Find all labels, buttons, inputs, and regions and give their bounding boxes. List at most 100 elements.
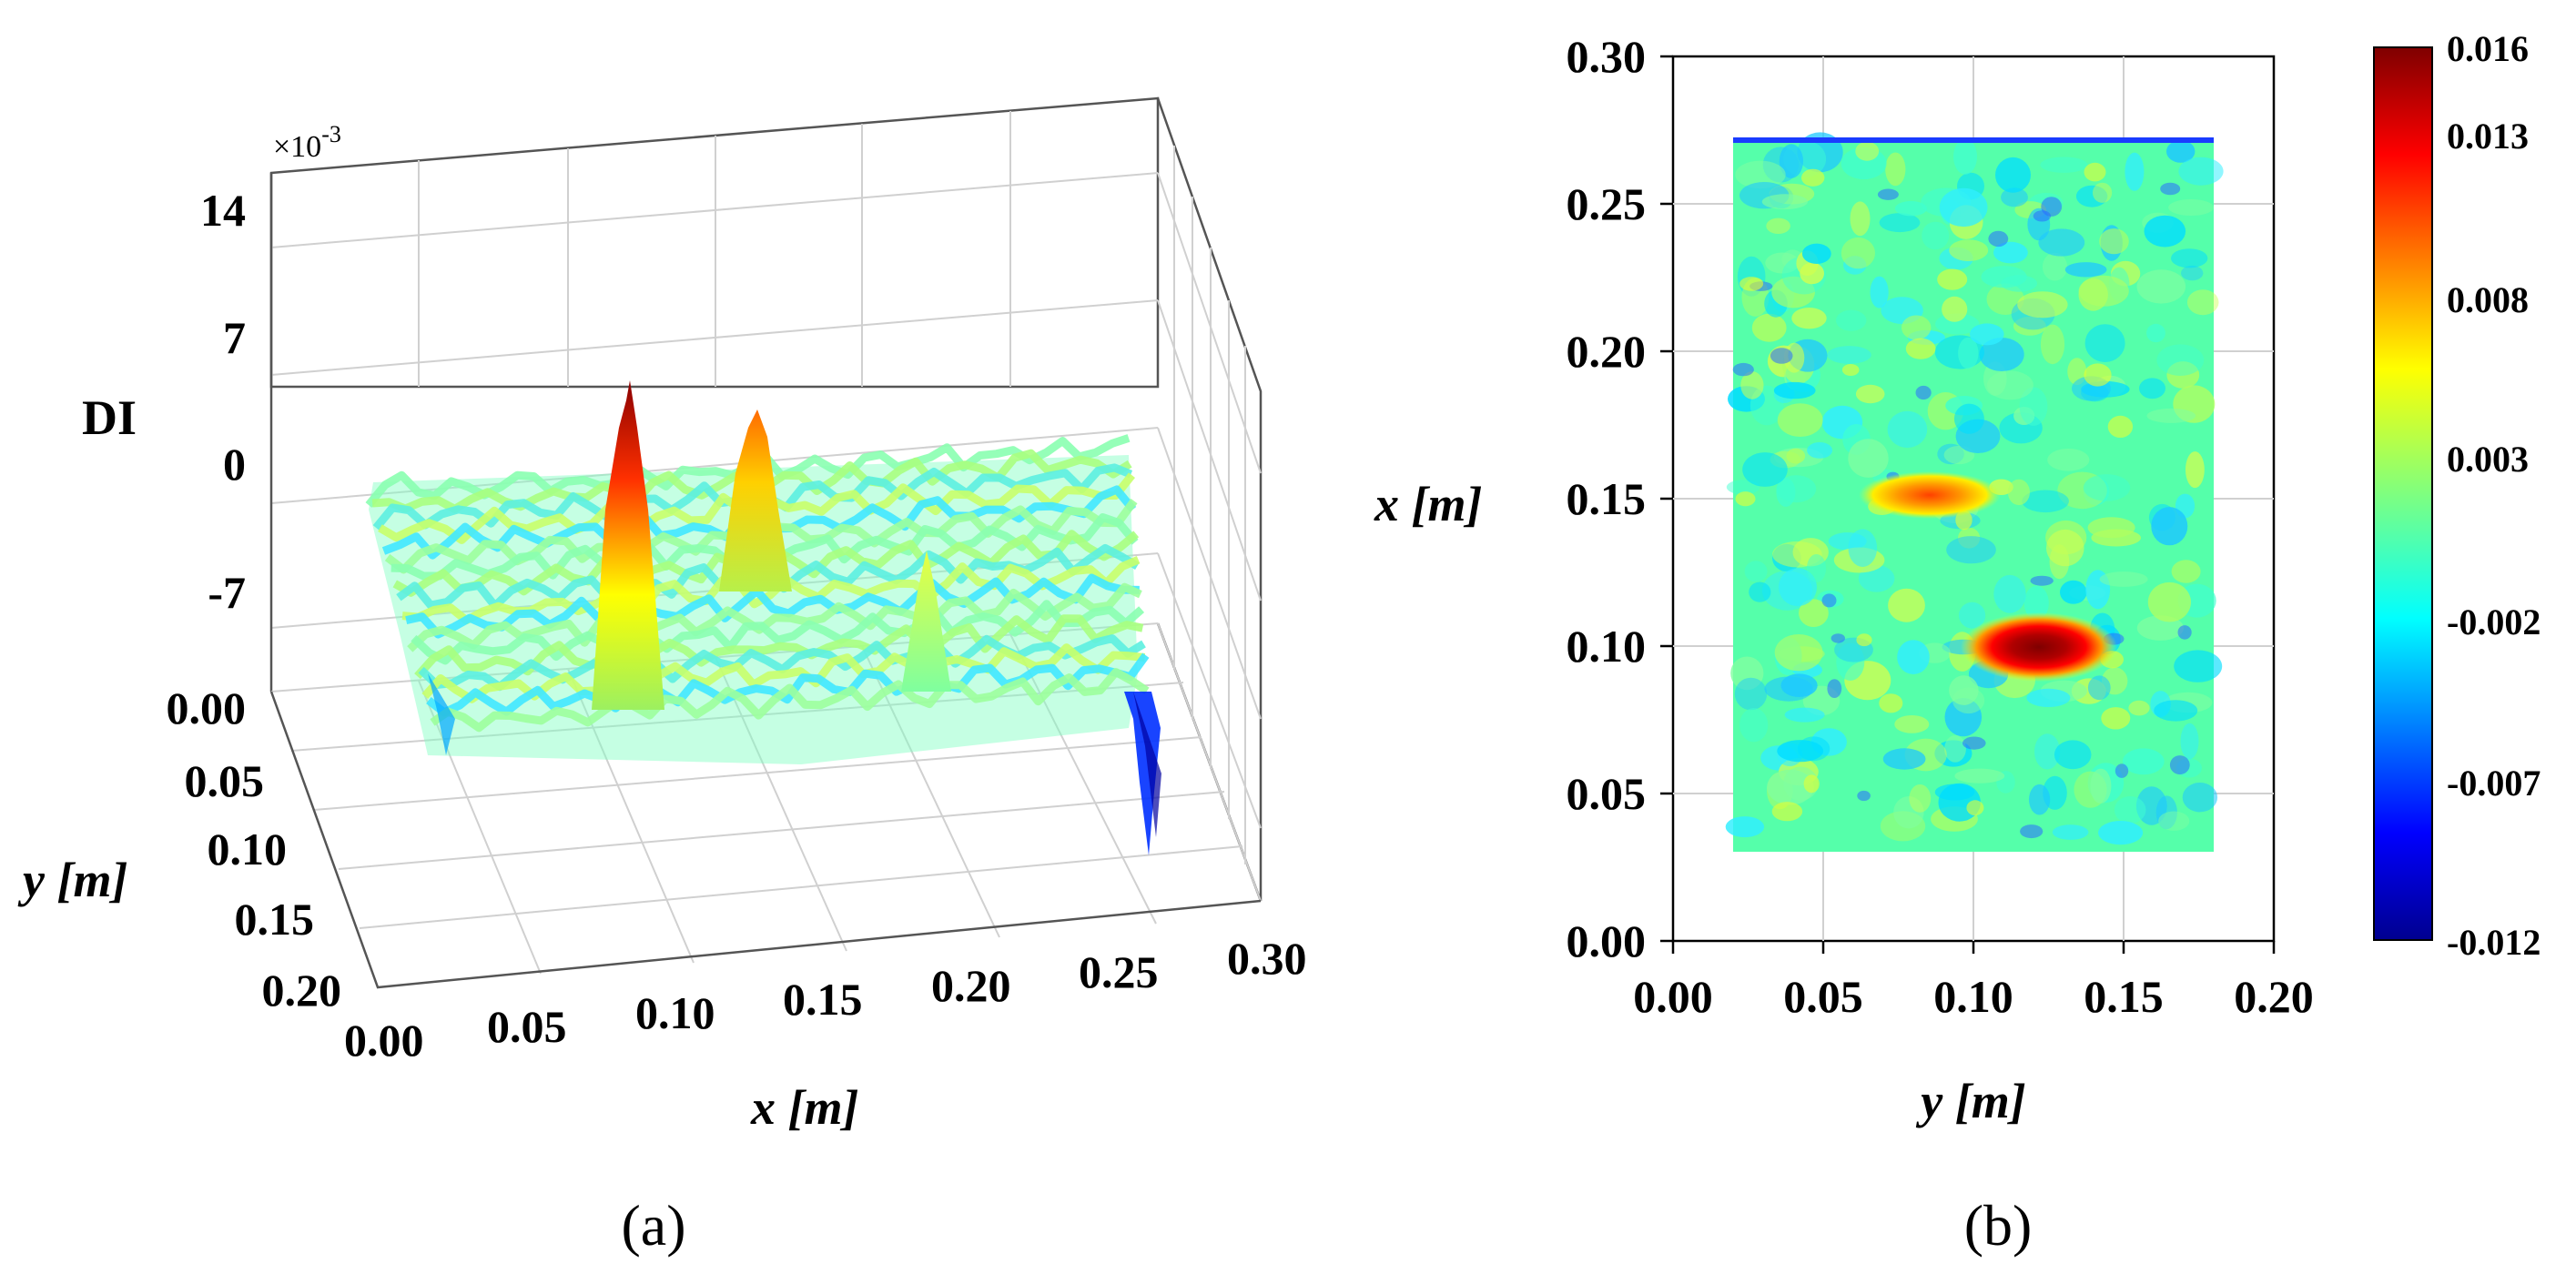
heatmap-field [1725,132,2224,852]
colorbar-label: 0.003 [2447,439,2529,480]
heat-blob [2178,157,2224,186]
heat-blob [2099,571,2148,587]
heat-blob [1735,160,1786,189]
heat-blob [1877,188,1899,200]
heat-blob [1894,201,1927,217]
damage-peak-small [901,551,951,692]
y-ticks: 0.00 0.05 0.10 0.15 0.20 [167,682,342,1016]
heat-blob [1958,337,1979,369]
z-tick-label: -7 [208,567,246,618]
heat-blob [2019,387,2048,427]
heat-blob [1848,529,1878,567]
heat-blob [2034,733,2061,770]
colorbar-label: 0.016 [2447,28,2529,69]
heat-blob [1761,194,1808,210]
heat-blob [2158,811,2190,831]
heat-blob [2026,688,2071,708]
heat-blob [1966,800,1984,816]
heat-blob [2099,228,2129,255]
panel-label-a: (a) [621,1193,685,1258]
y-tick-label: 0.15 [235,894,315,945]
heat-blob [2115,763,2129,778]
heat-blob [2177,625,2192,640]
heat-blob [2147,581,2191,622]
heat-blob [1739,277,1764,291]
heat-blob [1953,403,1984,434]
heat-blob [2125,152,2145,191]
x-tick-label: 0.30 [1227,933,1307,984]
heatmap-x-tick-label: 0.05 [1783,971,1863,1022]
heat-blob [1786,448,1806,464]
heat-blob [1730,656,1764,691]
colorbar-label: 0.008 [2447,279,2529,320]
heat-blob [1744,561,1768,582]
heat-blob [2060,580,2087,604]
heat-blob [1777,403,1823,437]
heat-blob [1882,748,1926,770]
heat-blob [1855,141,1880,161]
heat-blob [1879,693,1903,713]
heatmap-x-tick-label: 0.20 [2234,971,2314,1022]
surface-ridge [411,600,1145,665]
y-tick-label: 0.20 [262,965,342,1016]
z-ticks: 14 7 0 -7 [200,185,246,618]
heat-blob [1725,816,1765,838]
heat-blob [2171,560,2201,583]
heat-blob [2169,755,2190,775]
z-axis-label: DI [82,390,137,445]
heat-blob [2046,529,2084,567]
heat-blob [2182,783,2218,813]
heat-blob [1937,268,1968,290]
heat-blob [1841,364,1860,376]
heat-blob [1841,237,1875,269]
heat-blob [2087,517,2135,539]
heat-blob [1888,588,1925,622]
heat-blob [2013,317,2046,336]
heat-blob [2041,197,2063,217]
heat-blob [2101,707,2131,730]
surface-edge-blue [1124,692,1161,855]
heat-blob [1831,633,1846,643]
heat-blob [1742,452,1788,487]
heat-blob [2001,187,2028,207]
heat-blob [1779,568,1817,607]
heat-blob [2022,490,2069,513]
heat-blob [2107,415,2134,438]
heat-blob [1887,410,1928,449]
heatmap-tick-marks [1660,55,2276,954]
heat-blob [1905,338,1936,359]
heat-blob [1986,370,2033,400]
heat-blob [2128,700,2150,716]
heat-blob [1780,673,1818,697]
x-tick-label: 0.20 [931,960,1011,1011]
heat-blob [1827,346,1871,364]
heat-blob [2084,324,2125,362]
di-surface [365,380,1161,855]
heatmap-y-tick-label: 0.25 [1567,178,1647,229]
heat-blob [1934,784,1975,801]
heat-blob [2098,821,2144,845]
heat-blob [1959,602,1986,629]
heat-blob [2083,477,2110,506]
heat-blob [2160,182,2181,196]
heat-blob [2042,252,2068,281]
heatmap-top-edge [1733,137,2214,143]
y-axis-label: y [m] [17,853,127,907]
heat-blob [2038,228,2085,257]
surface-ridge [426,652,1150,717]
heat-blob [2171,248,2208,268]
heat-blob [2156,344,2205,377]
surface-ridge [430,668,1150,733]
damage-peak-large [592,380,664,710]
heat-blob [1799,599,1829,627]
heat-blob [1857,790,1871,802]
heatmap-x-tick-label: 0.00 [1633,971,1713,1022]
colorbar-label: -0.012 [2447,922,2541,963]
heat-blob [1771,276,1815,308]
heat-blob [1726,480,1760,495]
heat-blob [1801,243,1831,264]
heat-blob [1771,802,1803,822]
heat-blob [2083,474,2131,501]
heat-blob [1993,241,2028,264]
colorbar-label: -0.002 [2447,602,2541,642]
